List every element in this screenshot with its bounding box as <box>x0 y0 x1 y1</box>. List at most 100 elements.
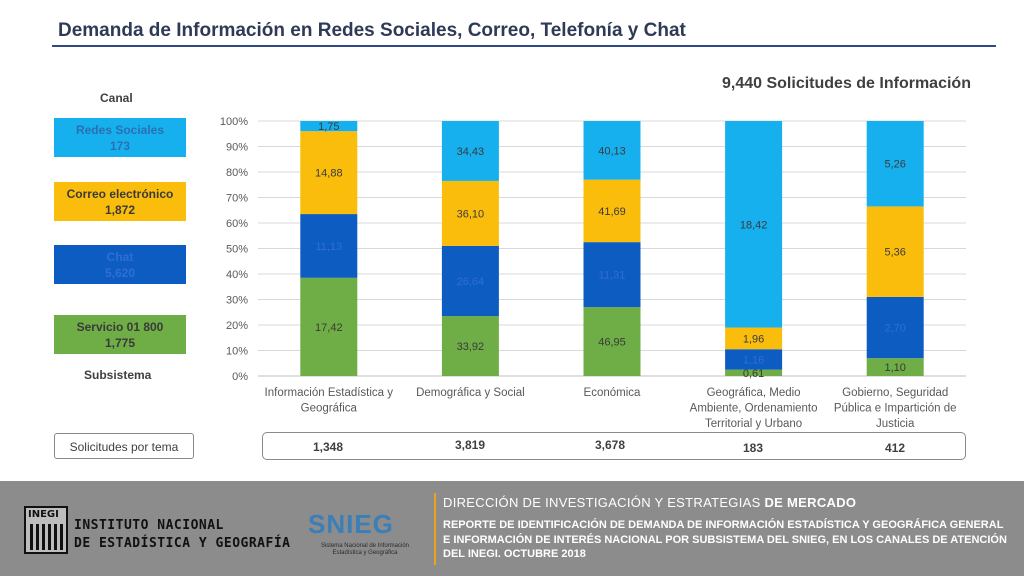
y-tick-label: 50% <box>226 244 248 256</box>
bar-segment <box>725 369 783 376</box>
data-label: 2,70 <box>884 323 905 335</box>
footer-divider <box>434 493 436 565</box>
bar-segment <box>866 121 924 207</box>
y-tick-label: 100% <box>220 116 248 128</box>
bar-segment <box>725 327 783 350</box>
page-title: Demanda de Información en Redes Sociales… <box>58 20 686 41</box>
legend-item-name: Servicio 01 800 <box>76 320 164 334</box>
direction-main: DIRECCIÓN DE INVESTIGACIÓN Y ESTRATEGIAS <box>443 495 761 510</box>
bar-segment <box>866 296 924 359</box>
legend-item-value: 173 <box>109 139 131 153</box>
bar-segment <box>866 206 924 297</box>
legend-item-chat: Chat 5,620 <box>54 245 186 284</box>
bar-segment <box>866 358 924 376</box>
y-tick-label: 10% <box>226 346 248 358</box>
data-label: 40,13 <box>598 145 626 157</box>
inegi-logo-grid <box>30 524 64 550</box>
data-label: 17,42 <box>315 322 343 334</box>
x-tick-label: Demográfica y Social <box>416 387 525 399</box>
data-label: 5,26 <box>884 159 905 171</box>
data-label: 11,13 <box>315 241 342 253</box>
inegi-name-line2: DE ESTADÍSTICA Y GEOGRAFÍA <box>74 536 291 551</box>
y-tick-label: 70% <box>226 193 248 205</box>
y-tick-label: 80% <box>226 167 248 179</box>
count-economica: 3,678 <box>594 438 626 452</box>
x-tick-label: Gobierno, Seguridad <box>842 387 948 399</box>
bar-segment <box>583 242 641 308</box>
data-label: 36,10 <box>457 208 485 220</box>
bar-segment <box>441 245 499 317</box>
legend-item-servicio-01-800: Servicio 01 800 1,775 <box>54 315 186 354</box>
count-informacion-estadistica: 1,348 <box>312 440 344 454</box>
solicitudes-counts-box <box>262 432 966 460</box>
legend-subsistema-heading: Subsistema <box>84 368 152 382</box>
snieg-subtitle: Sistema Nacional de Información Estadíst… <box>320 543 410 556</box>
direction-title: DIRECCIÓN DE INVESTIGACIÓN Y ESTRATEGIAS… <box>443 495 856 510</box>
x-tick-label: Información Estadística y <box>265 387 394 399</box>
legend-item-value: 1,775 <box>104 336 136 350</box>
count-geografica: 183 <box>742 441 764 455</box>
bar-segment <box>300 277 358 376</box>
data-label: 18,42 <box>740 219 768 231</box>
snieg-logo: SNIEG <box>308 509 394 539</box>
data-label: 26,64 <box>457 276 485 288</box>
report-description: REPORTE DE IDENTIFICACIÓN DE DEMANDA DE … <box>443 519 1007 560</box>
inegi-logo-letters: INEGI <box>28 509 59 520</box>
footer-bar <box>0 481 1024 576</box>
data-label: 41,69 <box>598 206 626 218</box>
stacked-bar-chart: 0% 10% 20% 30% 40% 50% 60% 70% 80% 90% 100% 17,42 11… <box>220 116 966 430</box>
x-tick-label: Justicia <box>876 418 915 430</box>
bar-segment <box>441 180 499 246</box>
bar-segment <box>300 131 358 215</box>
bar-segment <box>300 214 358 278</box>
y-tick-label: 60% <box>226 218 248 230</box>
direction-bold: DE MERCADO <box>764 495 857 510</box>
data-label: 1,75 <box>318 121 339 133</box>
inegi-logo: INEGI <box>24 506 68 554</box>
data-label: 5,36 <box>884 247 905 259</box>
y-tick-label: 30% <box>226 295 248 307</box>
data-label: 14,88 <box>315 168 343 180</box>
inegi-name-line1: INSTITUTO NACIONAL <box>74 518 224 533</box>
legend-item-redes-sociales: Redes Sociales 173 <box>54 118 186 157</box>
data-label: 46,95 <box>598 337 626 349</box>
data-label: 33,92 <box>457 341 485 353</box>
total-requests-label: 9,440 Solicitudes de Información <box>722 75 971 92</box>
legend-item-correo-electronico: Correo electrónico 1,872 <box>54 182 186 221</box>
data-label: 1,10 <box>884 362 905 374</box>
x-tick-label: Geográfica <box>301 403 358 415</box>
data-label: 1,96 <box>743 333 764 345</box>
title-underline <box>52 45 996 47</box>
bar-segment <box>300 121 358 132</box>
legend-item-name: Correo electrónico <box>66 187 174 201</box>
x-tick-label: Geográfica, Medio <box>707 387 801 399</box>
legend-item-value: 5,620 <box>104 266 136 280</box>
y-tick-label: 20% <box>226 320 248 332</box>
legend-item-value: 1,872 <box>104 203 136 217</box>
bar-segment <box>583 121 641 180</box>
bar-segment <box>725 121 783 328</box>
count-gobierno: 412 <box>884 441 906 455</box>
bar-segment <box>583 179 641 243</box>
count-demografica-social: 3,819 <box>454 438 486 452</box>
x-tick-label: Económica <box>584 387 641 399</box>
inegi-name: INSTITUTO NACIONAL DE ESTADÍSTICA Y GEOG… <box>74 517 291 553</box>
bar-segment <box>441 316 499 376</box>
data-label: 1,16 <box>743 354 764 366</box>
solicitudes-por-tema-label: Solicitudes por tema <box>54 433 194 459</box>
x-tick-label: Pública e Impartición de <box>834 403 957 415</box>
legend-item-name: Redes Sociales <box>75 123 165 137</box>
y-tick-label: 40% <box>226 269 248 281</box>
data-label: 11,31 <box>599 270 626 282</box>
bar-segment <box>725 349 783 370</box>
data-label: 34,43 <box>457 146 485 158</box>
legend-item-name: Chat <box>106 250 134 264</box>
y-tick-label: 90% <box>226 142 248 154</box>
bar-segment <box>441 121 499 181</box>
data-label: 0,61 <box>743 368 764 380</box>
x-tick-label: Ambiente, Ordenamiento <box>690 403 818 415</box>
x-tick-label: Territorial y Urbano <box>705 418 802 430</box>
bar-segment <box>583 307 641 376</box>
y-tick-label: 0% <box>232 371 248 383</box>
legend-canal-heading: Canal <box>100 91 133 105</box>
